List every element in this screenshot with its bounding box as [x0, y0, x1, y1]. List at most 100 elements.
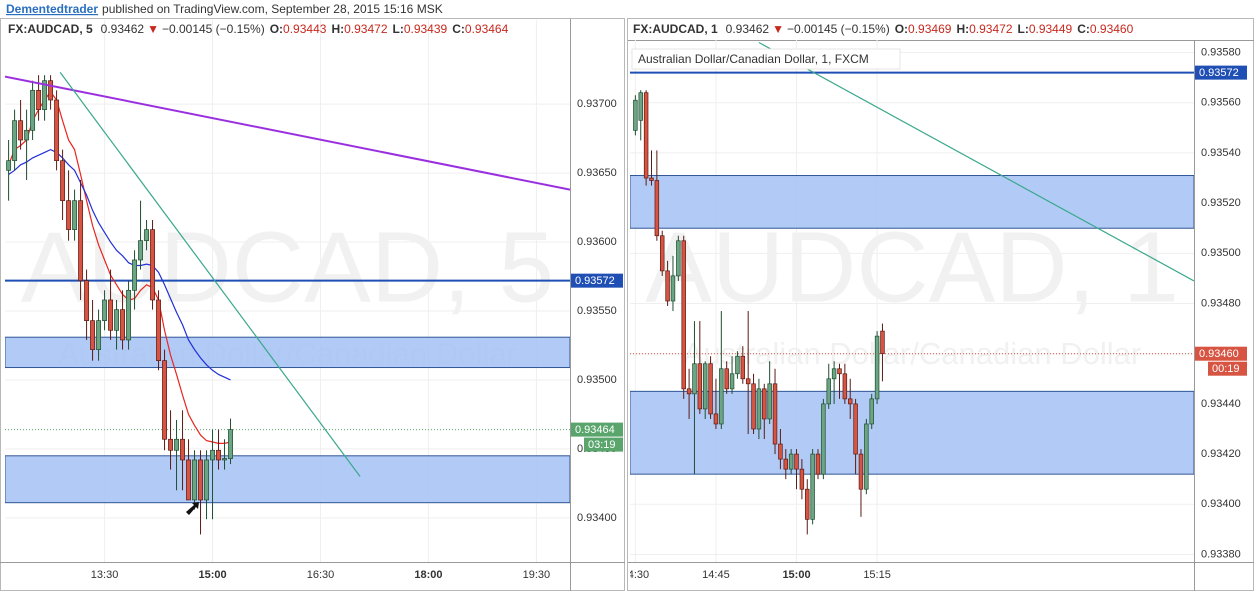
candle-body — [144, 229, 149, 242]
candle-body — [150, 229, 155, 301]
candle-body — [772, 383, 778, 445]
cursor-icon — [186, 502, 199, 515]
x-tick-label: 13:30 — [91, 569, 119, 581]
watermark: AUDCAD, 1 — [645, 211, 1178, 323]
candle-body — [138, 240, 144, 261]
legend-ohlc-value: 0.93460 — [1090, 22, 1134, 36]
candle-body — [174, 438, 179, 451]
y-tick-label: 0.93540 — [1201, 147, 1241, 159]
price-tag — [1195, 65, 1247, 80]
candle-body — [767, 383, 772, 420]
candle-body — [665, 270, 670, 302]
candle-body — [633, 99, 638, 131]
candle-body — [837, 368, 842, 375]
candle-body — [654, 180, 660, 237]
candle-body — [30, 89, 36, 131]
candle-body — [880, 330, 885, 355]
candle-body — [54, 99, 60, 162]
y-tick-label: 0.93650 — [577, 167, 617, 179]
time-axis: 13:30 15:00 16:30 18:00 19:30 — [91, 569, 550, 581]
legend-symbol: FX:AUDCAD, 5 — [8, 22, 93, 36]
y-tick-label: 0.93520 — [1201, 197, 1241, 209]
candle-body — [681, 240, 686, 390]
y-tick-label: 0.93560 — [1201, 97, 1241, 109]
candle-body — [60, 160, 66, 202]
price-tag — [571, 273, 623, 288]
candle-body — [108, 299, 114, 331]
legend-ohlc-value: 0.93472 — [344, 22, 388, 36]
candle-body — [48, 80, 54, 101]
candle-body — [831, 368, 837, 380]
legend-ohlc-value: 0.93469 — [908, 22, 952, 36]
candle-body — [874, 335, 880, 400]
legend-ohlc-label: C: — [452, 22, 465, 36]
candle-body — [751, 383, 756, 430]
candle-body — [686, 388, 692, 395]
x-tick-label: 18:00 — [414, 569, 442, 581]
candle-body — [126, 289, 132, 341]
last-price-label: 0.93464 — [575, 424, 615, 436]
candle-body — [132, 259, 138, 291]
candle-body — [697, 363, 703, 410]
y-tick-label: 0.93480 — [1201, 297, 1241, 309]
candle-body — [96, 320, 102, 350]
candle-body — [869, 398, 874, 425]
legend-ohlc-value: 0.93449 — [1029, 22, 1073, 36]
legend: FX:AUDCAD, 5 0.93462 ▼ −0.00145 (−0.15%) O:0… — [8, 22, 509, 36]
candle-body — [36, 89, 42, 110]
candle-body — [735, 355, 740, 375]
candle-body — [713, 413, 719, 425]
candle-body — [162, 360, 167, 440]
legend: FX:AUDCAD, 1 0.93462 ▼ −0.00145 (−0.15%) O:0… — [633, 22, 1134, 36]
candle-body — [842, 373, 848, 400]
candle-body — [102, 299, 108, 322]
price-tag-label: 0.93572 — [1199, 67, 1239, 79]
candle-body — [692, 363, 697, 395]
y-tick-label: 0.93440 — [1201, 398, 1241, 410]
candle-body — [670, 275, 676, 302]
legend-ohlc-value: 0.93443 — [283, 22, 327, 36]
candle-body — [864, 423, 869, 490]
legend-change: −0.00145 (−0.15%) — [787, 22, 890, 36]
candle-body — [72, 200, 78, 230]
candle-body — [114, 309, 120, 331]
candle-body — [222, 458, 227, 461]
candle-body — [794, 453, 799, 470]
header: Dementedtrader published on TradingView.c… — [6, 2, 443, 16]
x-tick-label: 19:30 — [523, 569, 551, 581]
candle-body — [198, 459, 203, 501]
time-axis: 14:30 14:45 15:00 15:15 — [630, 569, 891, 581]
author-link[interactable]: Dementedtrader — [6, 2, 98, 16]
candle-body — [815, 453, 821, 475]
candle-body — [756, 388, 762, 430]
candle-body — [810, 453, 815, 520]
y-tick-label: 0.93500 — [1201, 247, 1241, 259]
y-tick-label: 0.93400 — [1201, 498, 1241, 510]
legend-arrow: ▼ — [772, 22, 784, 36]
candle-body — [192, 459, 197, 501]
y-tick-label: 0.93580 — [1201, 46, 1241, 58]
candle-body — [708, 363, 713, 415]
candle-body — [210, 449, 215, 461]
last-price-label: 0.93460 — [1199, 348, 1239, 360]
candle-body — [745, 378, 751, 385]
candle-body — [186, 459, 191, 501]
candle-body — [702, 363, 708, 410]
candle-body — [66, 200, 72, 230]
candle-body — [740, 355, 746, 380]
legend-ohlc-label: H: — [956, 22, 969, 36]
y-tick-label: 0.93380 — [1201, 548, 1241, 560]
countdown-label: 03:19 — [588, 439, 616, 451]
candle-body — [724, 368, 729, 390]
last-price-tag — [571, 422, 623, 437]
countdown-label: 00:19 — [1212, 363, 1240, 375]
legend-last: 0.93462 — [726, 22, 770, 36]
candle-body — [168, 438, 173, 451]
candle-body — [216, 449, 221, 461]
candle-body — [156, 299, 161, 361]
candle-body — [120, 309, 126, 341]
legend-ohlc-label: O: — [270, 22, 283, 36]
zone — [630, 175, 1194, 229]
indicator-line — [8, 148, 231, 381]
